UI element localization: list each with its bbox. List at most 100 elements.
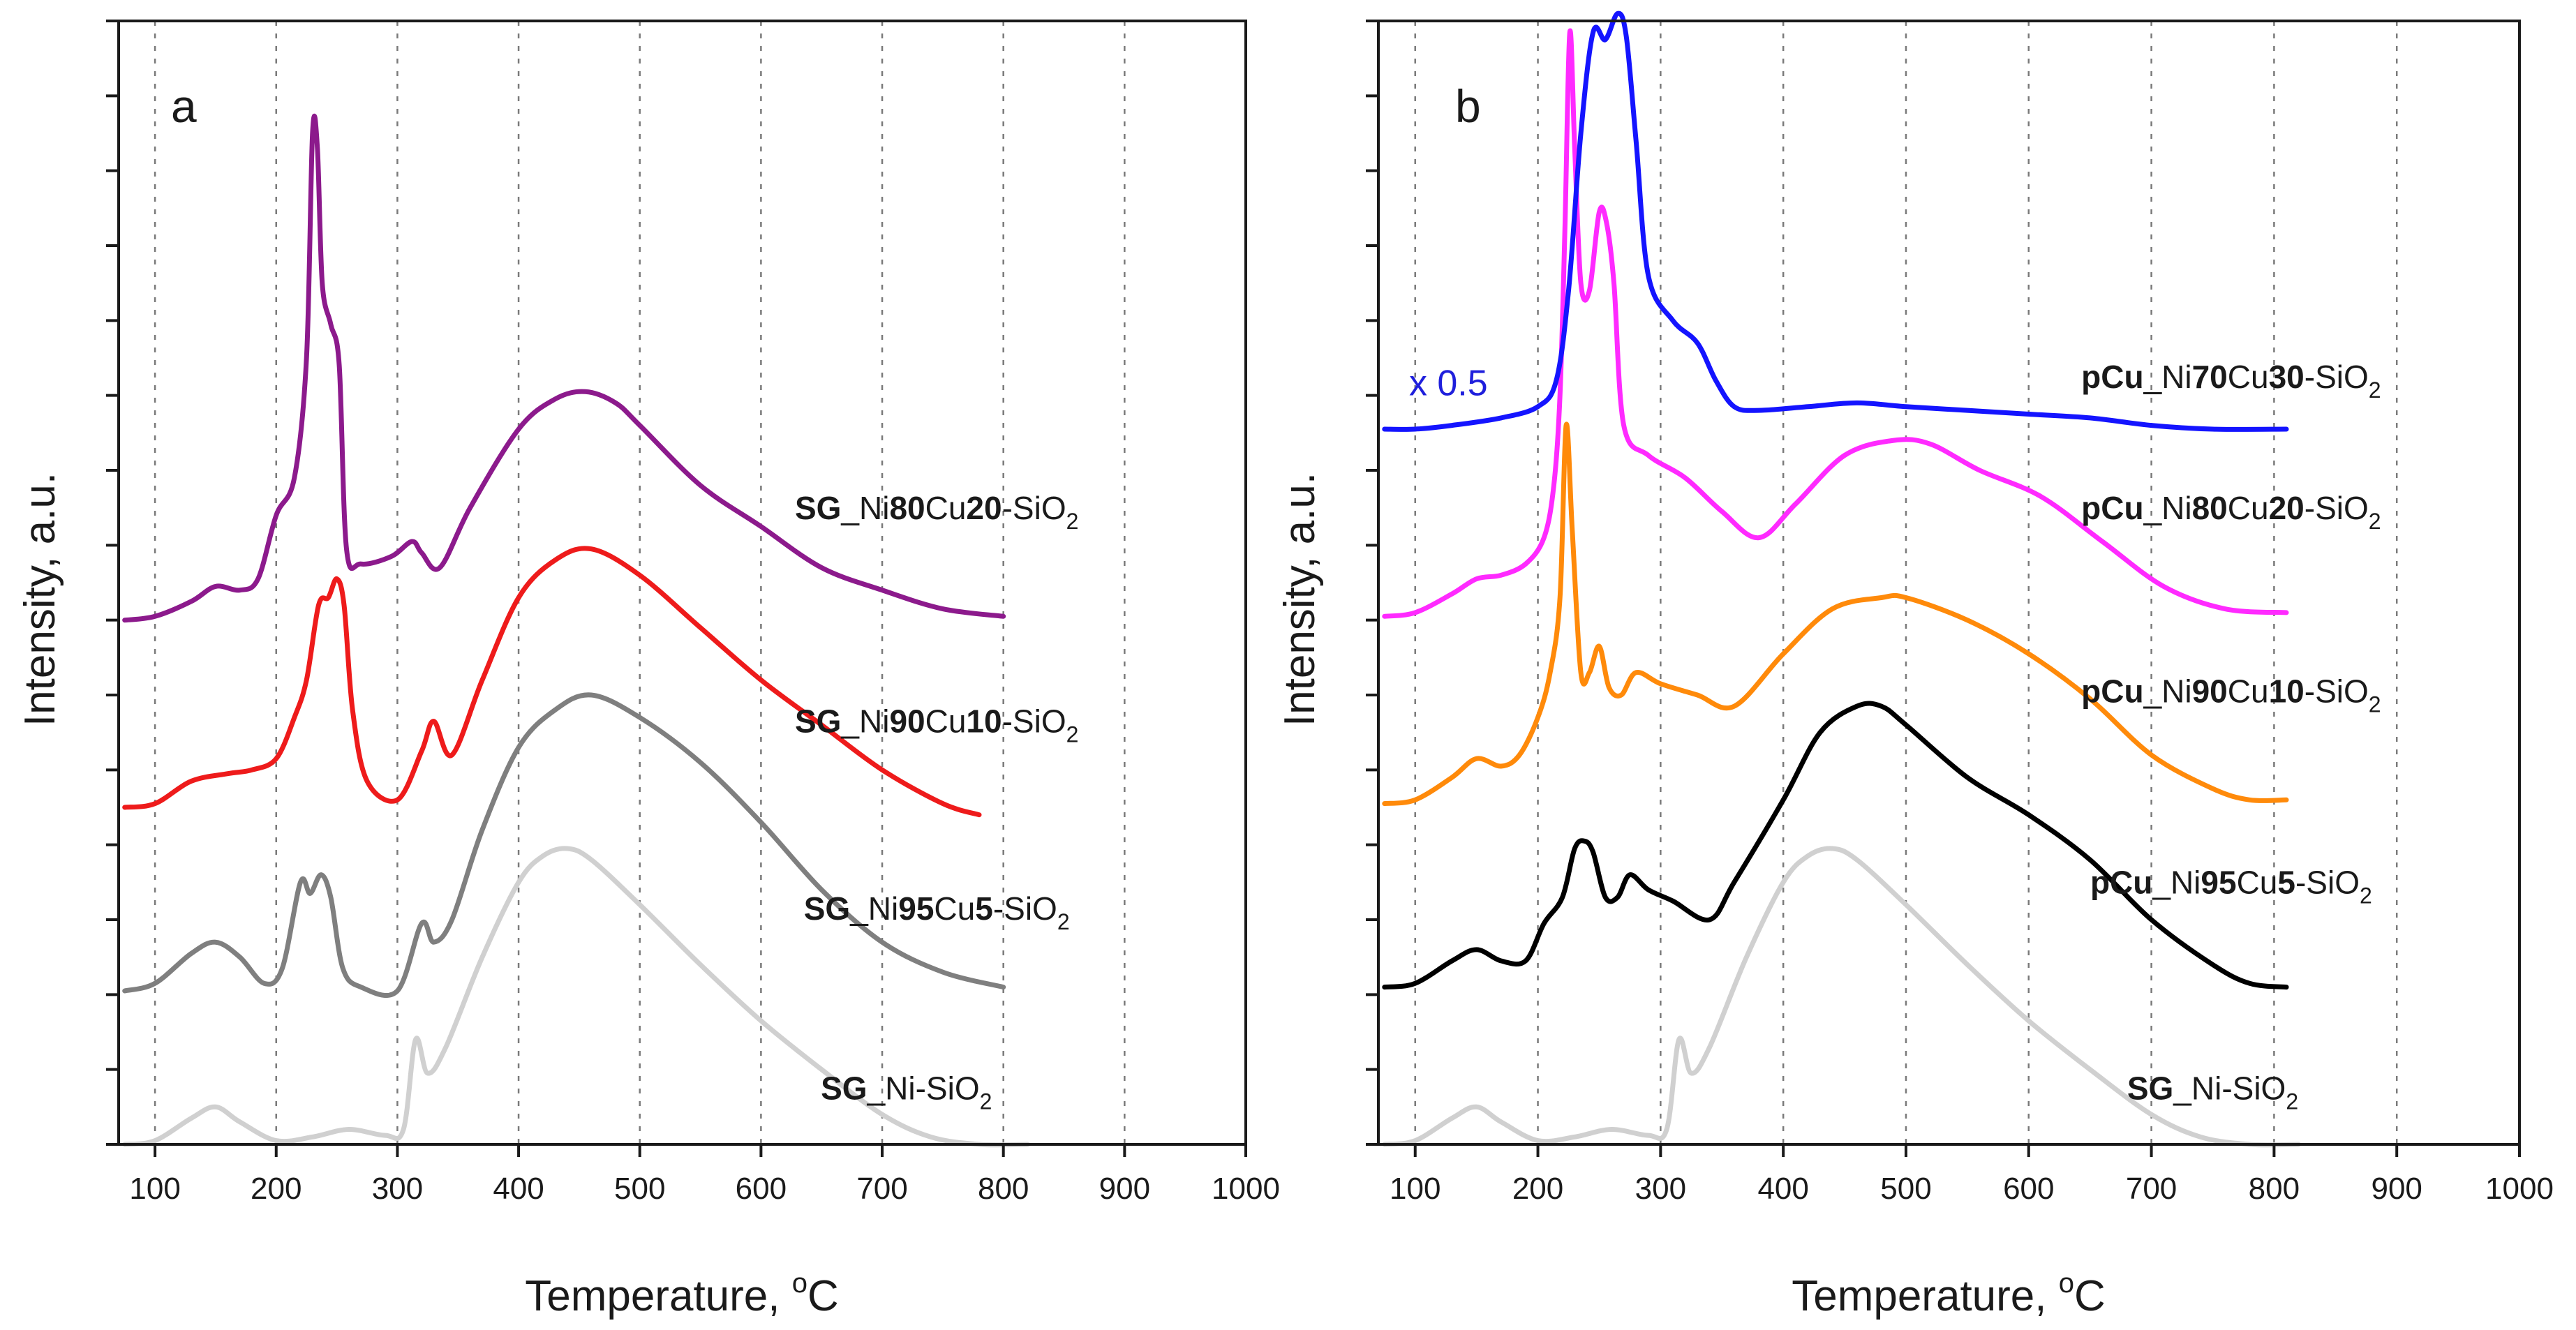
series-label-part: 5	[975, 890, 993, 927]
series-line-3	[122, 113, 1006, 623]
x-axis-title-text: Temperature,	[525, 1272, 792, 1320]
series-label-name: _Ni	[2143, 490, 2192, 526]
x-tick-label: 900	[2371, 1172, 2422, 1206]
x-tick-label: 1000	[1212, 1172, 1280, 1206]
x-tick-label: 600	[2003, 1172, 2054, 1206]
series-label-name: _Ni	[849, 890, 898, 927]
series-label-subscript: 2	[2369, 509, 2381, 534]
series-line-2	[1382, 421, 2289, 807]
series-line-3	[1382, 28, 2289, 619]
series-label-name: _Ni-SiO	[867, 1070, 980, 1107]
x-axis-title-unit: C	[2074, 1272, 2106, 1320]
series-label-subscript: 2	[1057, 909, 1070, 934]
series-label-part: 95	[2201, 864, 2236, 900]
series-label-prefix: SG	[804, 890, 850, 927]
series-label-part: Cu	[925, 490, 967, 526]
series-label-part: Cu	[2228, 490, 2269, 526]
series-label-3: pCu_Ni80Cu20-SiO2	[2081, 490, 2381, 534]
y-axis-title: Intensity, a.u.	[1276, 472, 1324, 726]
x-tick-label: 200	[251, 1172, 301, 1206]
series-label-subscript: 2	[1066, 722, 1079, 747]
series-label-part: 20	[966, 490, 1002, 526]
series-label-part: Cu	[925, 703, 967, 740]
series-label-part: 30	[2269, 359, 2305, 395]
series-label-prefix: SG	[821, 1070, 867, 1107]
plot-frame	[1377, 20, 2521, 1146]
series-label-part: -SiO	[2305, 673, 2369, 710]
series-label-part: Cu	[934, 890, 975, 927]
series-label-part: 10	[2269, 673, 2305, 710]
y-axis-title: Intensity, a.u.	[16, 472, 64, 726]
x-tick-label: 400	[493, 1172, 544, 1206]
series-label-prefix: SG	[795, 703, 841, 740]
series-label-0: SG_Ni-SiO2	[2127, 1070, 2298, 1114]
series-label-name: _Ni	[2152, 864, 2201, 900]
series-label-name: _Ni	[2143, 359, 2192, 395]
x-tick-label: 1000	[2485, 1172, 2554, 1206]
series-label-0: SG_Ni-SiO2	[821, 1070, 992, 1114]
panel-a: 100 200 300 400 500 600 700 800 900 1000 a Temperat…	[16, 20, 1280, 1320]
scale-factor-label: x 0.5	[1409, 364, 1488, 404]
series-label-4: pCu_Ni70Cu30-SiO2	[2081, 359, 2381, 403]
x-tick-label: 200	[1512, 1172, 1563, 1206]
series-label-subscript: 2	[2286, 1089, 2298, 1114]
series-label-1: SG_Ni95Cu5-SiO2	[804, 890, 1070, 934]
x-axis-title-degree: o	[2059, 1268, 2074, 1299]
series-label-part: -SiO	[2305, 490, 2369, 526]
x-tick-label: 500	[614, 1172, 665, 1206]
series-line-0	[122, 846, 1030, 1148]
series-label-part: 80	[889, 490, 925, 526]
series-label-subscript: 2	[2369, 378, 2381, 403]
series-label-part: 80	[2192, 490, 2228, 526]
series-label-part: 10	[966, 703, 1002, 740]
x-tick-label: 300	[1635, 1172, 1686, 1206]
plot-frame	[117, 20, 1247, 1146]
series-label-prefix: SG	[2127, 1070, 2173, 1107]
x-tick-label: 300	[372, 1172, 423, 1206]
x-tick-label: 800	[2249, 1172, 2300, 1206]
series-line-4	[1382, 10, 2289, 432]
panel-b: 100 200 300 400 500 600 700 800 900 1000 b Temperat…	[1276, 10, 2554, 1320]
x-tick-label: 100	[129, 1172, 180, 1206]
series-label-part: Cu	[2228, 673, 2269, 710]
series-label-subscript: 2	[1066, 509, 1079, 534]
x-tick-label: 100	[1390, 1172, 1440, 1206]
series-label-part: Cu	[2228, 359, 2269, 395]
series-label-subscript: 2	[980, 1089, 992, 1114]
x-tick-label: 700	[2126, 1172, 2177, 1206]
series-label-name: _Ni	[2143, 673, 2192, 710]
series-label-part: 70	[2192, 359, 2228, 395]
x-axis-title: Temperature, oC	[1792, 1268, 2106, 1320]
series-label-prefix: pCu	[2081, 359, 2143, 395]
series-label-subscript: 2	[2360, 883, 2372, 908]
series-line-0	[1382, 846, 2301, 1148]
series-line-2	[122, 546, 982, 818]
panel-letter: b	[1455, 80, 1481, 132]
x-axis-title-degree: o	[792, 1268, 807, 1299]
series-label-part: 90	[2192, 673, 2228, 710]
series-label-part: -SiO	[2295, 864, 2360, 900]
x-tick-label: 800	[978, 1172, 1029, 1206]
series-label-name: _Ni	[840, 703, 889, 740]
series-label-part: 90	[889, 703, 925, 740]
series-label-2: pCu_Ni90Cu10-SiO2	[2081, 673, 2381, 717]
series-label-name: _Ni-SiO	[2173, 1070, 2286, 1107]
series-label-prefix: pCu	[2090, 864, 2152, 900]
x-axis-title-unit: C	[807, 1272, 839, 1320]
series-label-part: -SiO	[993, 890, 1057, 927]
x-tick-label: 700	[856, 1172, 907, 1206]
x-tick-label: 900	[1099, 1172, 1150, 1206]
series-label-prefix: pCu	[2081, 673, 2143, 710]
x-tick-label: 600	[736, 1172, 787, 1206]
series-line-1	[122, 692, 1006, 999]
x-tick-label: 500	[1880, 1172, 1931, 1206]
series-label-1: pCu_Ni95Cu5-SiO2	[2090, 864, 2372, 908]
series-label-part: -SiO	[1002, 703, 1066, 740]
x-axis-title: Temperature, oC	[525, 1268, 839, 1320]
series-label-part: -SiO	[2305, 359, 2369, 395]
series-label-part: 20	[2269, 490, 2305, 526]
series-label-part: 5	[2277, 864, 2295, 900]
series-label-2: SG_Ni90Cu10-SiO2	[795, 703, 1078, 747]
series-label-3: SG_Ni80Cu20-SiO2	[795, 490, 1078, 534]
